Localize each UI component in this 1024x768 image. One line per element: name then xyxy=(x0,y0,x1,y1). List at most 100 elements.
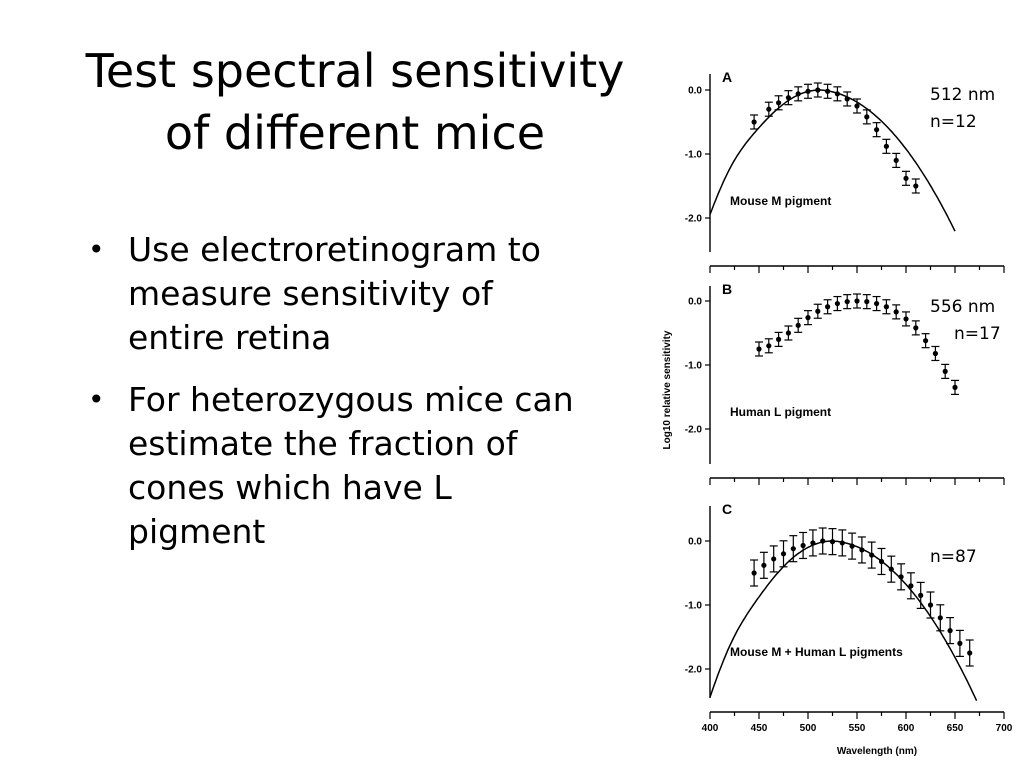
y-tick-label: -1.0 xyxy=(685,361,703,372)
panel-letter: C xyxy=(722,501,732,517)
data-point xyxy=(869,552,875,558)
data-point xyxy=(800,542,806,549)
data-point xyxy=(957,640,963,647)
data-point xyxy=(859,547,865,553)
slide-title-line-2: of different mice xyxy=(164,106,546,160)
peak-wavelength-label: 556 nm xyxy=(930,297,995,317)
data-point xyxy=(825,88,831,94)
data-point xyxy=(913,325,919,331)
data-point xyxy=(893,157,899,163)
data-point xyxy=(795,91,801,97)
data-point xyxy=(834,300,840,307)
x-tick-label: 600 xyxy=(898,723,915,734)
data-point xyxy=(825,304,831,310)
y-tick-label: 0.0 xyxy=(688,297,702,308)
data-point xyxy=(751,119,757,125)
data-point xyxy=(790,546,796,552)
panel-letter: B xyxy=(722,281,732,297)
data-point xyxy=(942,368,948,374)
data-point xyxy=(761,562,767,568)
bullet-dot-icon: • xyxy=(88,233,105,266)
data-point xyxy=(927,602,934,608)
data-point xyxy=(937,615,943,621)
panel-letter: A xyxy=(722,69,732,85)
data-point xyxy=(952,384,958,390)
spectral-sensitivity-figure: 0.0 -1.0 -2.0 A Mouse M pigment 512 nm n=12 0.0… xyxy=(650,60,1024,768)
x-tick-label: 450 xyxy=(751,723,768,734)
spectral-sensitivity-chart: 0.0 -1.0 -2.0 A Mouse M pigment 512 nm n=12 0.0… xyxy=(662,69,1013,757)
y-tick-label: -2.0 xyxy=(685,665,703,676)
data-point xyxy=(883,304,889,310)
template-curve xyxy=(709,89,956,232)
data-point xyxy=(883,143,889,149)
y-tick-label: -1.0 xyxy=(685,150,703,161)
panel-label: Mouse M pigment xyxy=(730,194,831,208)
data-point xyxy=(839,540,845,546)
bullet-dot-icon: • xyxy=(88,383,105,416)
data-point xyxy=(820,538,826,544)
y-tick-label: -2.0 xyxy=(685,214,703,225)
data-point xyxy=(834,91,840,97)
data-point xyxy=(810,540,816,546)
data-point xyxy=(903,316,909,322)
data-point xyxy=(908,583,914,589)
data-point xyxy=(771,556,777,562)
bullet-item: • Use electroretinogram to measure sensi… xyxy=(88,228,578,360)
y-axis-label: Log10 relative sensitivity xyxy=(662,330,673,449)
data-point xyxy=(751,570,757,576)
data-point xyxy=(815,87,821,93)
x-tick-label: 500 xyxy=(800,723,817,734)
data-point xyxy=(932,350,938,357)
data-point xyxy=(893,309,899,315)
x-axis-label: Wavelength (nm) xyxy=(837,746,917,757)
data-point xyxy=(918,592,924,599)
data-point xyxy=(967,650,973,656)
y-tick-label: 0.0 xyxy=(688,537,702,548)
x-tick-label: 700 xyxy=(996,723,1013,734)
bullet-text: For heterozygous mice can estimate the f… xyxy=(128,380,574,551)
sample-size-label: n=12 xyxy=(930,112,977,132)
bullet-list: • Use electroretinogram to measure sensi… xyxy=(88,228,578,572)
bullet-text: Use electroretinogram to measure sensiti… xyxy=(128,230,541,357)
data-point xyxy=(854,298,860,304)
data-point xyxy=(947,628,953,634)
data-point xyxy=(844,299,850,305)
peak-wavelength-label: 512 nm xyxy=(930,85,995,105)
data-point xyxy=(756,346,762,352)
data-point xyxy=(864,299,870,305)
data-point xyxy=(844,96,850,102)
data-point xyxy=(888,566,894,572)
data-point xyxy=(805,88,811,94)
panel-label: Human L pigment xyxy=(730,405,831,419)
panel-label: Mouse M + Human L pigments xyxy=(730,645,903,659)
data-point xyxy=(903,175,909,181)
data-point xyxy=(785,95,791,101)
slide-title-line-1: Test spectral sensitivity xyxy=(85,44,625,98)
data-point xyxy=(874,127,880,133)
data-point xyxy=(849,543,855,549)
x-tick-label: 400 xyxy=(702,723,719,734)
data-point xyxy=(864,114,870,120)
y-tick-label: 0.0 xyxy=(688,86,702,97)
data-point xyxy=(805,315,811,321)
y-tick-label: -1.0 xyxy=(685,601,703,612)
bullet-item: • For heterozygous mice can estimate the… xyxy=(88,378,578,554)
data-point xyxy=(829,539,836,545)
data-point xyxy=(776,336,782,342)
data-point xyxy=(898,574,904,580)
x-tick-label: 550 xyxy=(849,723,866,734)
x-tick-label: 650 xyxy=(947,723,964,734)
y-tick-label: -2.0 xyxy=(685,425,703,436)
data-point xyxy=(766,343,772,349)
data-point xyxy=(785,330,791,336)
data-point xyxy=(766,106,772,112)
data-point xyxy=(815,308,821,314)
data-point xyxy=(776,100,782,106)
data-point xyxy=(854,103,860,109)
data-point xyxy=(878,558,885,565)
data-point xyxy=(923,338,929,344)
data-point xyxy=(874,300,880,307)
data-point xyxy=(795,322,801,328)
sample-size-label: n=87 xyxy=(930,547,977,567)
sample-size-label: n=17 xyxy=(954,324,1001,344)
